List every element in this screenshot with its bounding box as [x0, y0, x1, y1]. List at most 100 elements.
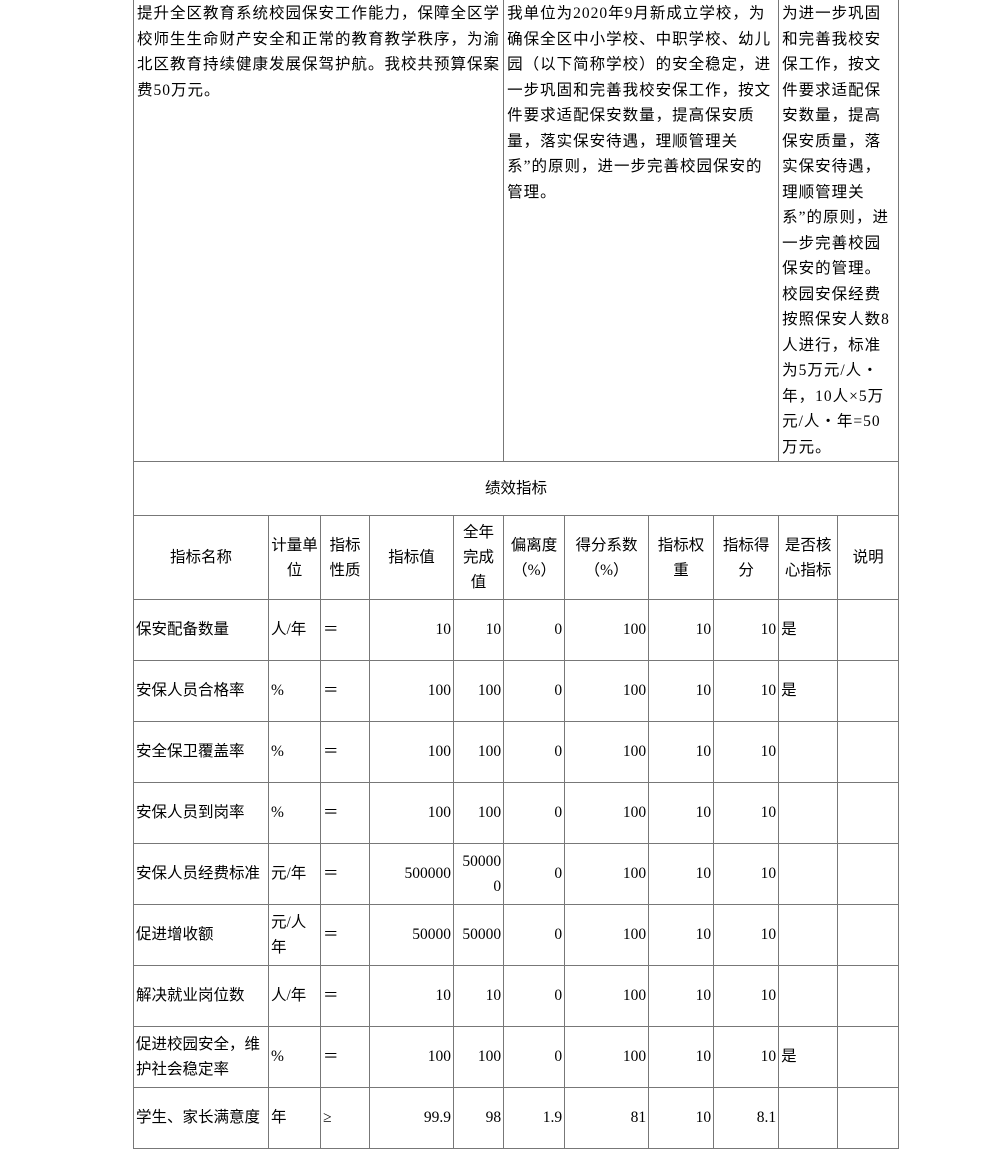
table-row: 学生、家长满意度年 ≥99.9 98 1.9 81 10 8.1: [133, 1087, 900, 1149]
cell-name: 安保人员合格率: [133, 660, 269, 722]
cell-nature: ＝: [320, 965, 370, 1027]
cell-nature: ＝: [320, 843, 370, 905]
cell-score-coef: 100: [564, 660, 650, 722]
cell-score: 10: [713, 843, 780, 905]
cell-core: [778, 843, 839, 905]
cell-name: 促进增收额: [133, 904, 269, 966]
cell-nature: ≥: [320, 1087, 370, 1149]
cell-note: [837, 904, 900, 966]
table-row: 安全保卫覆盖率% ＝ 100 100 0 100 10 10: [133, 721, 900, 783]
cell-weight: 10: [648, 599, 715, 661]
cell-name: 学生、家长满意度: [133, 1087, 269, 1149]
cell-unit: %: [268, 1026, 321, 1088]
cell-unit: %: [268, 660, 321, 722]
cell-target: 10: [369, 965, 454, 1027]
cell-name: 安保人员到岗率: [133, 782, 269, 844]
cell-note: [837, 843, 900, 905]
cell-name: 安全保卫覆盖率: [133, 721, 269, 783]
cell-actual: 10: [452, 599, 505, 661]
header-row: 指标名称 计量单位 指标性质 指标值 全年完成值 偏离度（%） 得分系数（%） 指标权重 指标得…: [133, 515, 900, 600]
header-deviation: 偏离度（%）: [503, 515, 566, 600]
cell-target: 100: [369, 660, 454, 722]
cell-score: 8.1: [713, 1087, 780, 1149]
cell-unit: 人/年: [268, 965, 321, 1027]
cell-score: 10: [713, 965, 780, 1027]
header-core: 是否核心指标: [778, 515, 839, 600]
cell-name: 促进校园安全，维护社会稳定率: [133, 1026, 269, 1088]
cell-weight: 10: [648, 721, 715, 783]
cell-weight: 10: [648, 660, 715, 722]
cell-deviation: 0: [503, 660, 566, 722]
cell-actual: 100: [452, 721, 505, 783]
table-row: 安保人员合格率% ＝ 100 100 0 100 10 10 是: [133, 660, 900, 722]
cell-nature: ＝: [320, 721, 370, 783]
header-nature: 指标性质: [320, 515, 370, 600]
table-row: 促进校园安全，维护社会稳定率% ＝ 100 100 0 100 10 10 是: [133, 1026, 900, 1088]
cell-note: [837, 599, 900, 661]
cell-score-coef: 100: [564, 965, 650, 1027]
header-name: 指标名称: [133, 515, 269, 600]
cell-unit: %: [268, 721, 321, 783]
cell-score-coef: 100: [564, 721, 650, 783]
cell-actual: 100: [452, 782, 505, 844]
cell-core: [778, 965, 839, 1027]
cell-note: [837, 1087, 900, 1149]
cell-target: 50000: [369, 904, 454, 966]
cell-unit: 元/人年: [268, 904, 321, 966]
header-unit: 计量单位: [268, 515, 321, 600]
cell-weight: 10: [648, 904, 715, 966]
section-title: 绩效指标: [132, 461, 900, 516]
cell-note: [837, 1026, 900, 1088]
cell-core: [778, 904, 839, 966]
cell-score-coef: 100: [564, 1026, 650, 1088]
table-row: 促进增收额 元/人年＝ 50000 50000 0 100 10 10: [133, 904, 900, 966]
cell-note: [837, 965, 900, 1027]
cell-deviation: 0: [503, 782, 566, 844]
cell-actual: 98: [452, 1087, 505, 1149]
cell-nature: ＝: [320, 1026, 370, 1088]
description-col1: 提升全区教育系统校园保安工作能力，保障全区学校师生生命财产安全和正常的教育教学秩…: [132, 0, 505, 462]
performance-table: 提升全区教育系统校园保安工作能力，保障全区学校师生生命财产安全和正常的教育教学秩…: [132, 0, 900, 1149]
cell-deviation: 0: [503, 904, 566, 966]
cell-target: 10: [369, 599, 454, 661]
cell-core: 是: [778, 660, 839, 722]
description-col3: 为进一步巩固和完善我校安保工作，按文件要求适配保安数量，提高保安质量，落实保安待…: [778, 0, 900, 462]
cell-deviation: 0: [503, 721, 566, 783]
cell-weight: 10: [648, 1087, 715, 1149]
cell-deviation: 1.9: [503, 1087, 566, 1149]
cell-target: 100: [369, 721, 454, 783]
cell-actual: 50000: [452, 904, 505, 966]
cell-actual: 100: [452, 1026, 505, 1088]
description-row: 提升全区教育系统校园保安工作能力，保障全区学校师生生命财产安全和正常的教育教学秩…: [132, 0, 900, 462]
header-note: 说明: [837, 515, 900, 600]
header-score: 指标得分: [713, 515, 780, 600]
cell-deviation: 0: [503, 1026, 566, 1088]
cell-note: [837, 660, 900, 722]
cell-score: 10: [713, 782, 780, 844]
table-row: 安保人员经费标准 元/年＝ 500000 500000 0 100 10 10: [133, 843, 900, 905]
header-weight: 指标权重: [648, 515, 715, 600]
cell-core: 是: [778, 599, 839, 661]
cell-weight: 10: [648, 965, 715, 1027]
cell-score: 10: [713, 721, 780, 783]
cell-score: 10: [713, 1026, 780, 1088]
cell-score: 10: [713, 599, 780, 661]
cell-unit: 年: [268, 1087, 321, 1149]
cell-target: 99.9: [369, 1087, 454, 1149]
cell-deviation: 0: [503, 965, 566, 1027]
cell-target: 100: [369, 782, 454, 844]
table-row: 安保人员到岗率% ＝ 100 100 0 100 10 10: [133, 782, 900, 844]
cell-target: 500000: [369, 843, 454, 905]
cell-weight: 10: [648, 843, 715, 905]
header-score-coef: 得分系数（%）: [564, 515, 650, 600]
header-target: 指标值: [369, 515, 454, 600]
cell-target: 100: [369, 1026, 454, 1088]
cell-nature: ＝: [320, 904, 370, 966]
cell-nature: ＝: [320, 599, 370, 661]
cell-deviation: 0: [503, 843, 566, 905]
cell-actual: 100: [452, 660, 505, 722]
cell-core: [778, 782, 839, 844]
cell-name: 解决就业岗位数: [133, 965, 269, 1027]
cell-name: 安保人员经费标准: [133, 843, 269, 905]
cell-name: 保安配备数量: [133, 599, 269, 661]
